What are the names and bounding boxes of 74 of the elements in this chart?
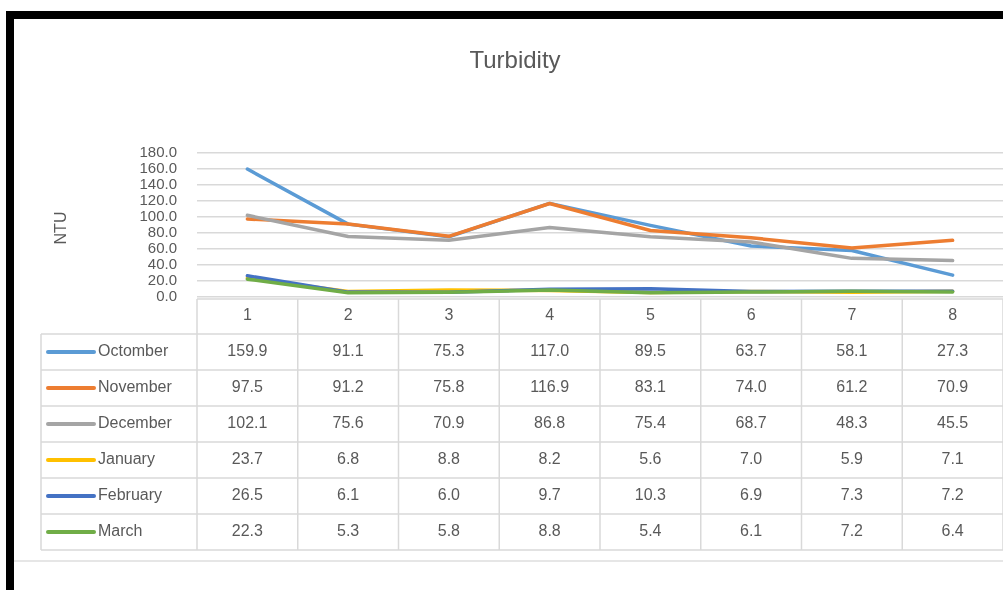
data-label: 27.3 — [937, 342, 969, 360]
data-label: 83.1 — [634, 378, 667, 396]
data-label: 102.1 — [227, 414, 268, 432]
y-tick-label: 180.0 — [139, 143, 177, 161]
data-label: 86.8 — [534, 414, 566, 432]
x-tick-label: 3 — [444, 306, 454, 324]
legend-label: March — [98, 522, 143, 540]
chart-title: Turbidity — [469, 45, 561, 73]
data-label: 6.8 — [337, 450, 360, 468]
data-label: 7.1 — [941, 450, 964, 468]
data-label: 75.6 — [332, 414, 364, 432]
data-label: 8.8 — [538, 522, 561, 540]
data-label: 7.2 — [941, 486, 964, 504]
y-axis-title: NTU — [52, 211, 70, 245]
data-label: 8.8 — [437, 450, 461, 468]
data-label: 5.9 — [840, 450, 864, 468]
data-label: 68.7 — [735, 414, 767, 432]
data-label: 22.3 — [231, 522, 264, 540]
legend-label: November — [98, 378, 173, 396]
x-tick-label: 8 — [948, 306, 958, 324]
legend-label: December — [98, 414, 173, 432]
data-label: 91.2 — [332, 378, 364, 396]
data-label: 74.0 — [735, 378, 767, 396]
data-label: 5.4 — [639, 522, 662, 540]
data-label: 117.0 — [530, 342, 570, 360]
x-tick-label: 4 — [545, 306, 555, 324]
x-tick-label: 6 — [746, 306, 756, 324]
y-tick-label: 0.0 — [156, 287, 177, 305]
x-tick-label: 7 — [847, 306, 857, 324]
data-label: 97.5 — [231, 378, 264, 396]
data-label: 6.0 — [437, 486, 461, 504]
data-label: 70.9 — [433, 414, 465, 432]
y-tick-label: 60.0 — [147, 239, 177, 257]
data-label: 5.6 — [639, 450, 662, 468]
data-label: 7.2 — [840, 522, 864, 540]
data-label: 6.9 — [740, 486, 763, 504]
data-label: 70.9 — [937, 378, 969, 396]
data-label: 6.4 — [941, 522, 964, 540]
data-label: 7.3 — [840, 486, 864, 504]
data-label: 10.3 — [634, 486, 667, 504]
data-label: 8.2 — [538, 450, 561, 468]
data-label: 26.5 — [231, 486, 264, 504]
data-label: 23.7 — [231, 450, 264, 468]
y-tick-label: 140.0 — [139, 175, 177, 193]
x-tick-label: 5 — [645, 306, 655, 324]
data-label: 63.7 — [735, 342, 767, 360]
y-tick-label: 120.0 — [139, 191, 177, 209]
data-label: 91.1 — [332, 342, 364, 360]
y-tick-label: 80.0 — [147, 223, 177, 241]
y-tick-label: 40.0 — [147, 255, 177, 273]
x-tick-label: 2 — [343, 306, 353, 324]
y-tick-label: 160.0 — [139, 159, 177, 177]
data-label: 75.4 — [634, 414, 667, 432]
data-label: 75.8 — [433, 378, 465, 396]
data-label: 5.8 — [437, 522, 461, 540]
y-tick-label: 100.0 — [139, 207, 177, 225]
data-label: 6.1 — [740, 522, 763, 540]
data-label: 45.5 — [937, 414, 969, 432]
data-label: 7.0 — [740, 450, 763, 468]
data-label: 58.1 — [836, 342, 868, 360]
data-label: 9.7 — [538, 486, 561, 504]
data-label: 48.3 — [836, 414, 868, 432]
legend-label: January — [98, 450, 155, 468]
data-label: 116.9 — [530, 378, 570, 396]
data-label: 89.5 — [634, 342, 667, 360]
legend-label: February — [98, 486, 163, 504]
data-label: 6.1 — [337, 486, 360, 504]
y-tick-label: 20.0 — [147, 271, 177, 289]
legend-label: Octomber — [98, 342, 169, 360]
data-label: 61.2 — [836, 378, 868, 396]
x-tick-label: 1 — [242, 306, 252, 324]
data-label: 159.9 — [227, 342, 268, 360]
data-label: 75.3 — [433, 342, 465, 360]
data-label: 5.3 — [337, 522, 360, 540]
